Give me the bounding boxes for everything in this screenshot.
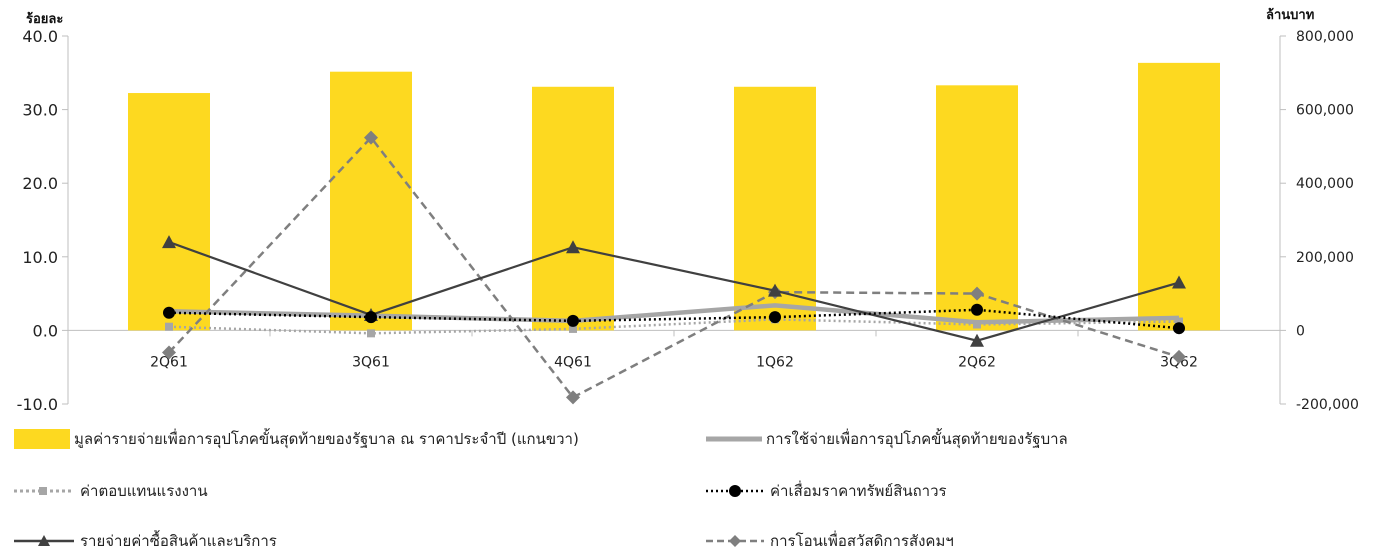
category-label: 2Q61 [150,354,188,370]
legend-dashed-diamond-swatch [706,535,764,547]
left-tick-label: 20.0 [22,174,58,193]
point-marker [567,314,579,327]
right-tick-label: 800,000 [1296,29,1354,45]
right-tick-label: 0 [1296,323,1305,339]
point-marker [971,303,983,316]
point-marker [970,333,984,347]
point-marker [162,345,176,360]
chart-plot: 40.0 30.0 20.0 10.0 0.0 -10.0 800,000 600,000 40… [17,27,1359,414]
point-marker [1175,317,1183,326]
legend-item-gov-spending: การใช้จ่ายเพื่อการอุปโภคขั้นสุดท้ายของรั… [706,424,1068,454]
point-marker [569,324,577,333]
legend-label: การใช้จ่ายเพื่อการอุปโภคขั้นสุดท้ายของรั… [766,430,1068,448]
left-axis-unit-label: ร้อยละ [26,12,64,27]
series-line [168,241,1180,342]
bar [532,86,614,331]
right-tick-label: 200,000 [1296,250,1354,266]
category-label: 3Q61 [352,354,390,370]
point-marker [970,286,984,301]
point-marker [364,130,378,145]
right-tick-label: -200,000 [1296,397,1359,413]
legend-label: มูลค่ารายจ่ายเพื่อการอุปโภคขั้นสุดท้ายขอ… [74,430,579,448]
left-tick-label: 40.0 [22,27,58,46]
point-marker [1172,275,1186,289]
point-marker [1172,349,1186,364]
point-marker [163,306,175,319]
series-line [168,308,1180,330]
point-marker [367,329,375,338]
legend-label: รายจ่ายค่าซื้อสินค้าและบริการ [80,532,277,550]
point-marker [768,283,782,297]
right-tick-label: 400,000 [1296,176,1354,192]
category-label: 4Q61 [554,354,592,370]
left-tick-label: -10.0 [17,395,58,414]
legend-solid-triangle-swatch [14,535,74,546]
legend-dotted-square-swatch [14,487,74,495]
legend-item-goods-services: รายจ่ายค่าซื้อสินค้าและบริการ [14,526,277,556]
series-line [168,303,1180,325]
legend-item-depreciation: ค่าเสื่อมราคาทรัพย์สินถาวร [706,476,947,506]
right-tick-label: 600,000 [1296,103,1354,119]
legend-item-gov-consumption-value: มูลค่ารายจ่ายเพื่อการอุปโภคขั้นสุดท้ายขอ… [14,424,579,454]
legend-bar-swatch [14,429,70,449]
bar [128,93,210,331]
series-line [168,318,1180,335]
chart-legend: มูลค่ารายจ่ายเพื่อการอุปโภคขั้นสุดท้ายขอ… [0,420,1384,550]
series-line [168,135,1180,399]
legend-label: ค่าเสื่อมราคาทรัพย์สินถาวร [770,482,947,500]
legend-item-social-transfers: การโอนเพื่อสวัสดิการสังคมฯ [706,526,954,556]
point-marker [566,390,580,405]
left-tick-label: 10.0 [22,248,58,267]
legend-label: ค่าตอบแทนแรงงาน [80,482,208,500]
point-marker [165,322,173,331]
legend-label: การโอนเพื่อสวัสดิการสังคมฯ [770,532,954,550]
left-tick-label: 0.0 [33,321,58,340]
category-label: 2Q62 [958,354,996,370]
point-marker [973,320,981,329]
point-marker [769,311,781,324]
point-marker [566,240,580,254]
point-marker [365,311,377,324]
left-tick-label: 30.0 [22,101,58,120]
point-marker [162,235,176,249]
right-axis-unit-label: ล้านบาท [1266,8,1315,23]
bar [330,71,412,331]
point-marker [1173,322,1185,335]
category-label: 1Q62 [756,354,794,370]
legend-thick-line-swatch [706,436,762,442]
legend-item-compensation: ค่าตอบแทนแรงงาน [14,476,208,506]
legend-dotted-circle-swatch [706,485,764,497]
